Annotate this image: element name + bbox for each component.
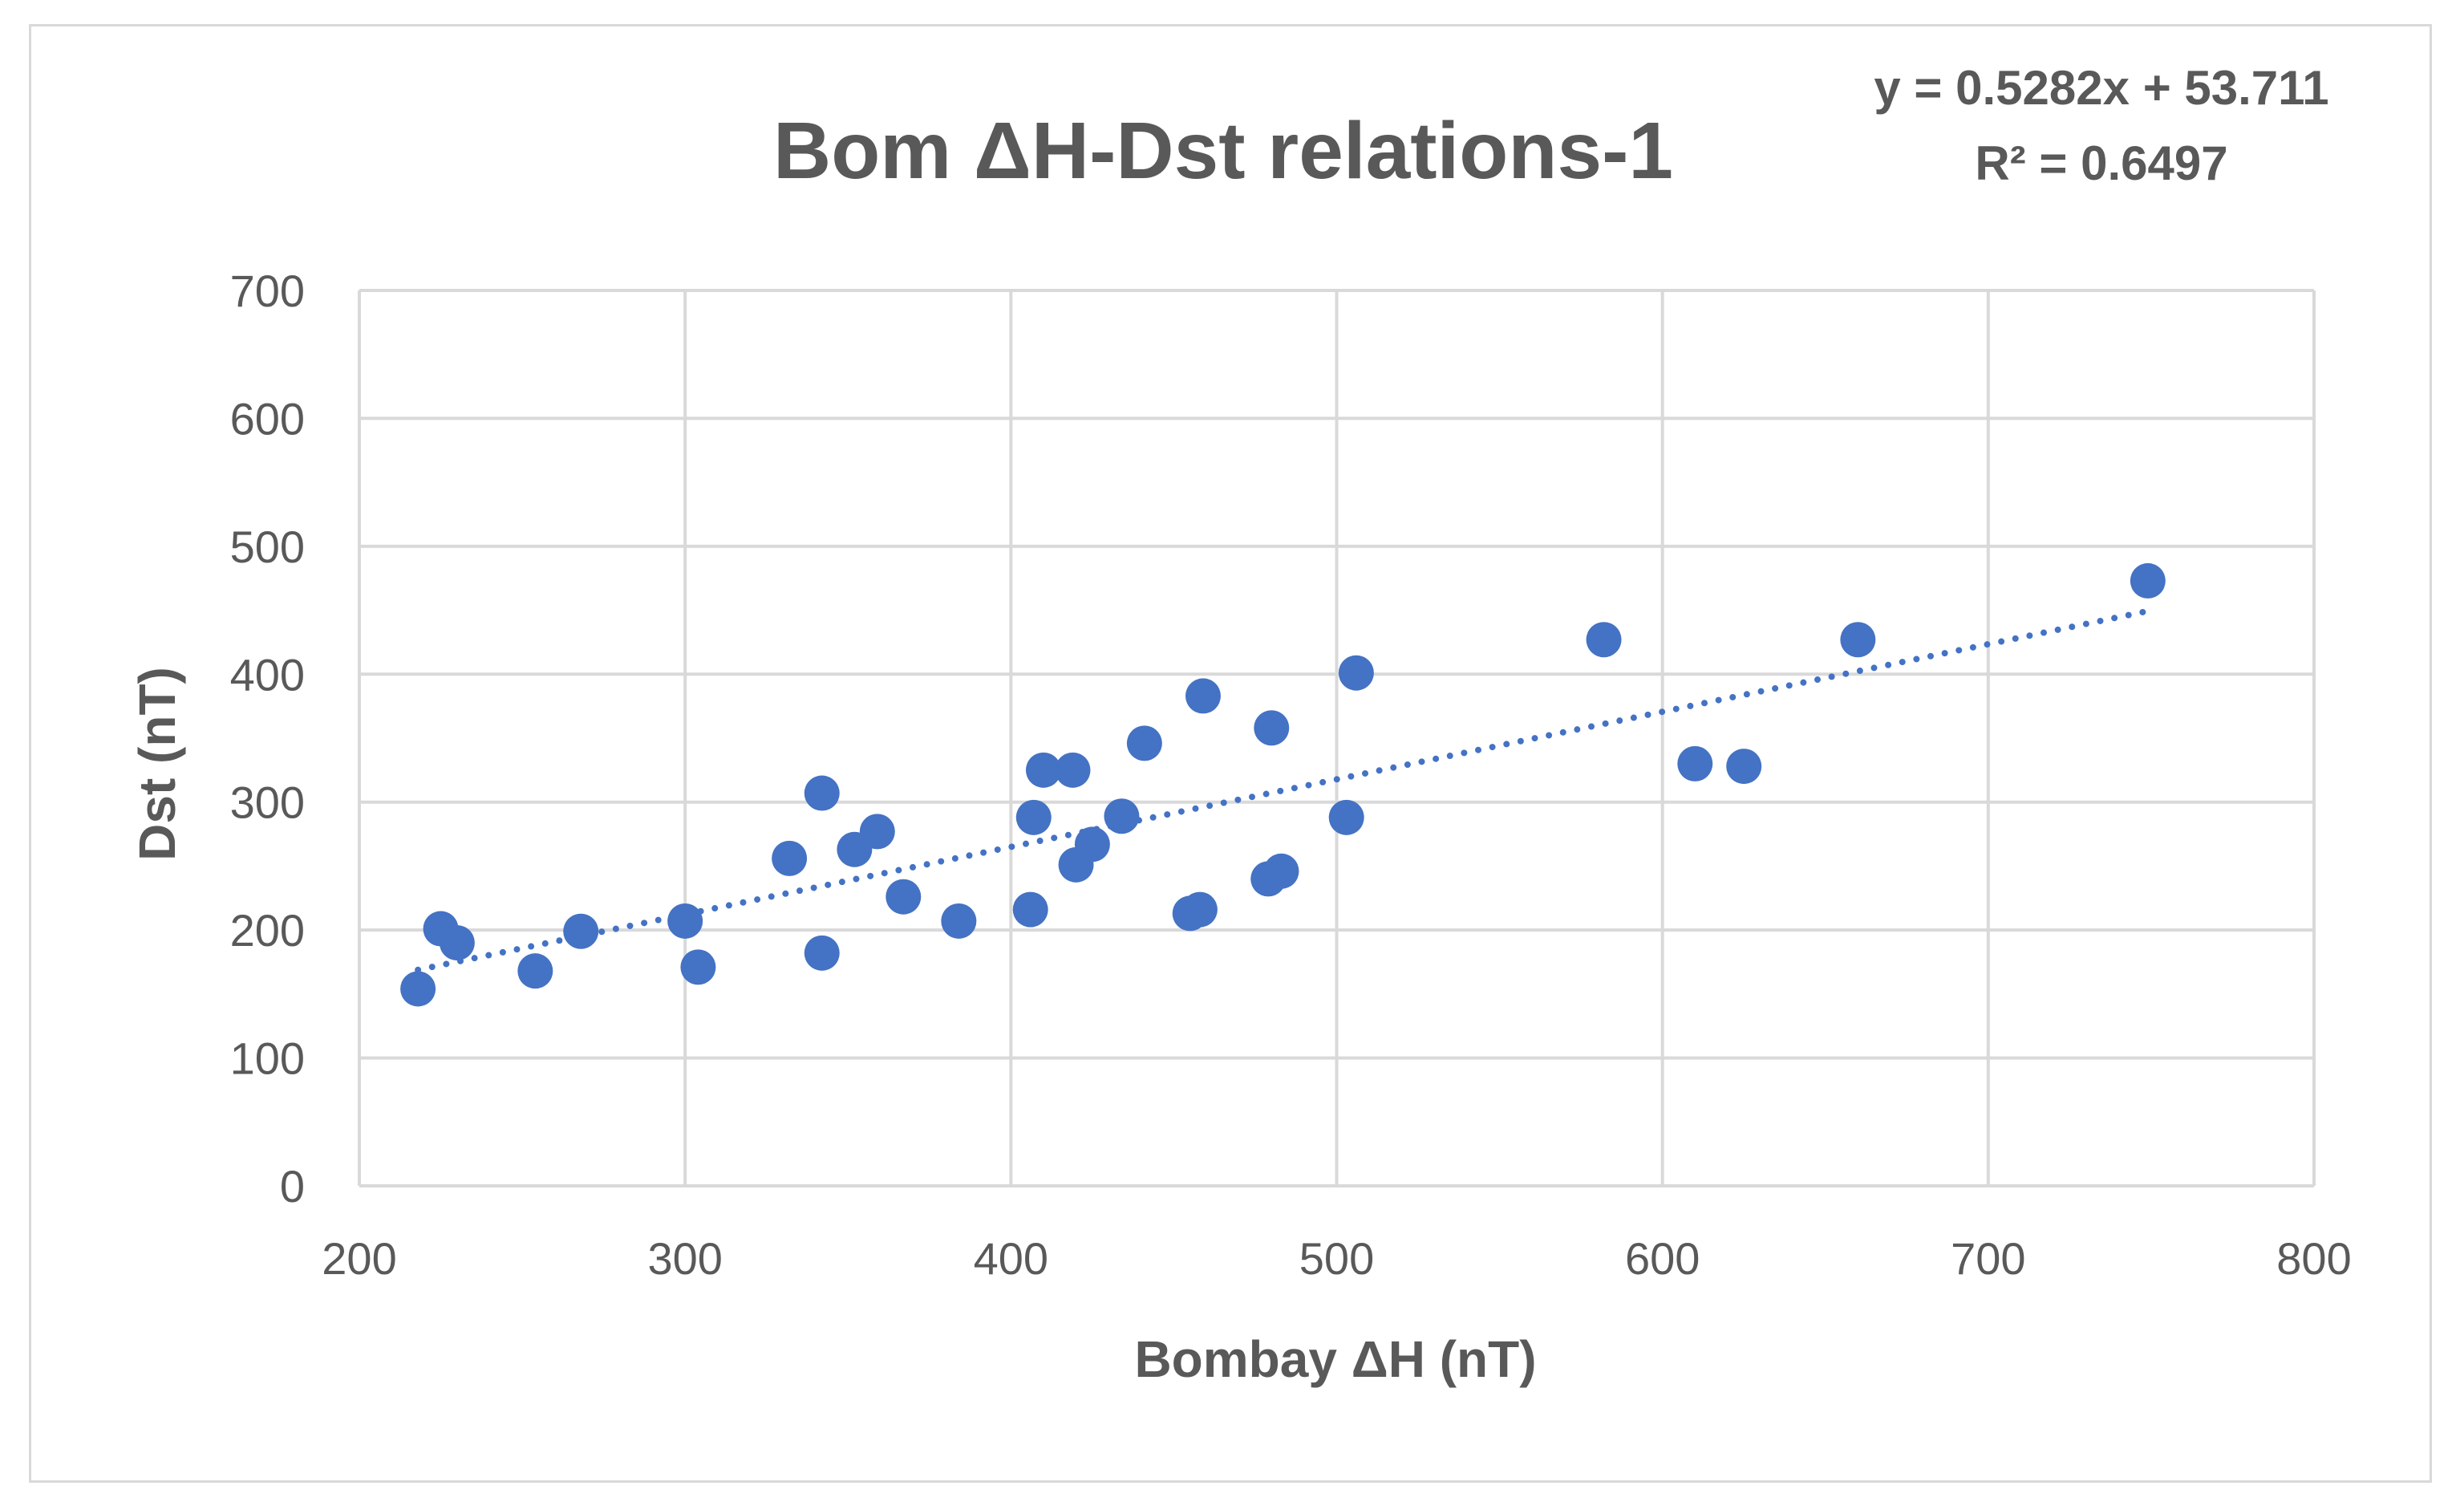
x-tick-label: 400 <box>974 1233 1048 1284</box>
chart-frame <box>29 24 2432 1483</box>
data-point <box>680 949 716 985</box>
data-point <box>1328 799 1364 835</box>
trendline <box>415 607 2151 973</box>
data-point <box>1181 891 1218 928</box>
x-tick-label: 200 <box>322 1233 396 1284</box>
data-point <box>1012 891 1048 928</box>
y-tick-label: 200 <box>230 905 305 956</box>
linear-trendline <box>415 607 2151 973</box>
data-point <box>667 903 703 939</box>
y-tick-label: 700 <box>230 266 305 316</box>
data-point <box>2130 562 2166 599</box>
data-point <box>804 935 840 971</box>
data-point <box>859 814 895 850</box>
y-tick-label: 400 <box>230 649 305 700</box>
x-tick-label: 300 <box>647 1233 722 1284</box>
data-point <box>1840 622 1876 658</box>
data-point <box>1025 752 1061 788</box>
x-tick-label: 700 <box>1951 1233 2025 1284</box>
data-point <box>1015 799 1052 835</box>
x-tick-label: 600 <box>1625 1233 1700 1284</box>
data-point <box>1263 853 1299 889</box>
data-point <box>563 913 599 949</box>
y-tick-label: 0 <box>280 1161 305 1212</box>
data-point <box>1726 749 1762 785</box>
gridlines <box>358 289 2316 1187</box>
data-point <box>1254 710 1290 746</box>
x-axis-title: Bombay ΔH (nT) <box>1134 1330 1536 1388</box>
data-point <box>1074 826 1110 863</box>
data-point <box>886 879 922 915</box>
y-tick-label: 500 <box>230 522 305 572</box>
y-axis-title: Dst (nT) <box>128 667 186 861</box>
data-point <box>1126 725 1162 761</box>
data-points <box>400 562 2166 1007</box>
data-point <box>517 953 553 989</box>
chart-title: Bom ΔH-Dst relations-1 <box>773 106 1673 196</box>
data-point <box>1677 745 1713 781</box>
data-point <box>772 840 808 876</box>
y-tick-label: 100 <box>230 1033 305 1084</box>
data-point <box>1055 752 1091 788</box>
data-point <box>941 903 977 939</box>
trendline-r-squared: R² = 0.6497 <box>1975 136 2227 190</box>
y-tick-label: 300 <box>230 777 305 828</box>
x-tick-label: 800 <box>2276 1233 2351 1284</box>
trendline-equation: y = 0.5282x + 53.711 <box>1874 61 2328 115</box>
data-point <box>1104 798 1140 834</box>
data-point <box>1586 622 1622 658</box>
data-point <box>439 925 475 961</box>
y-tick-label: 600 <box>230 393 305 444</box>
data-point <box>1185 678 1221 714</box>
data-point <box>400 971 436 1007</box>
data-point <box>1338 655 1374 691</box>
tick-labels: 0 100 200 300 400 500 600 700 200 300 400 500 600 700… <box>230 266 2352 1284</box>
data-point <box>804 775 840 811</box>
x-tick-label: 500 <box>1299 1233 1374 1284</box>
